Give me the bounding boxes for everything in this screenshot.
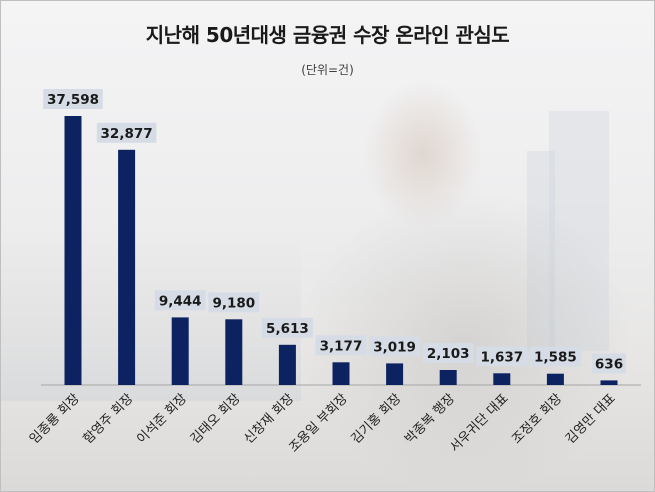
data-label-box-7: [369, 336, 421, 357]
bar-10: [546, 373, 564, 385]
bar-7: [386, 363, 404, 385]
bar-2: [118, 149, 136, 385]
data-label-box-6: [315, 335, 367, 356]
background-cityscape: [1, 231, 301, 401]
data-label-box-1: [43, 89, 103, 109]
category-label-11: 김영만 대표: [563, 391, 619, 447]
data-label-10: 1,585: [534, 350, 577, 366]
category-label-3: 이석준 회장: [134, 391, 190, 447]
data-label-box-2: [96, 122, 157, 143]
bar-5: [278, 344, 296, 385]
data-label-3: 9,444: [159, 293, 202, 309]
data-label-box-10: [529, 346, 581, 367]
data-label-box-9: [476, 346, 528, 367]
data-label-11: 636: [595, 356, 623, 372]
chart-title: 지난해 50년대생 금융권 수장 온라인 관심도: [145, 23, 510, 47]
data-label-6: 3,177: [320, 338, 363, 354]
category-label-1: 임종룡 회장: [27, 391, 83, 447]
data-label-1: 37,598: [47, 92, 99, 108]
bar-1: [64, 116, 82, 385]
category-label-7: 김기홍 회장: [349, 391, 405, 447]
data-label-5: 5,613: [266, 321, 309, 337]
bar-8: [439, 370, 457, 385]
data-labels-layer: 37,598 32,877 9,444 9,180 5,613 3,177 3,019 2,1…: [43, 89, 626, 374]
data-label-4: 9,180: [212, 295, 255, 311]
data-label-box-5: [261, 317, 313, 338]
data-label-box-8: [422, 343, 474, 363]
category-label-2: 함영주 회장: [81, 391, 137, 447]
background-tower: [549, 111, 609, 351]
data-label-9: 1,637: [480, 349, 523, 365]
bar-11: [600, 380, 618, 385]
chart-subtitle: (단위=건): [301, 63, 354, 77]
data-label-7: 3,019: [373, 339, 416, 355]
background-building: [527, 151, 555, 351]
background-person-head: [363, 79, 483, 229]
category-label-8: 박종복 행장: [402, 390, 459, 447]
category-label-5: 신창재 회장: [241, 391, 297, 447]
data-label-8: 2,103: [427, 346, 470, 362]
bar-4: [225, 319, 243, 385]
category-label-10: 조정호 회장: [509, 391, 565, 447]
data-label-box-11: [592, 353, 626, 374]
data-label-box-3: [154, 290, 206, 311]
category-label-4: 김태오 회장: [188, 391, 244, 447]
bar-9: [493, 373, 511, 385]
bars-layer: [64, 116, 618, 385]
bar-6: [332, 362, 350, 385]
data-label-box-4: [208, 292, 260, 313]
data-label-2: 32,877: [101, 126, 153, 142]
bar-3: [171, 317, 189, 385]
